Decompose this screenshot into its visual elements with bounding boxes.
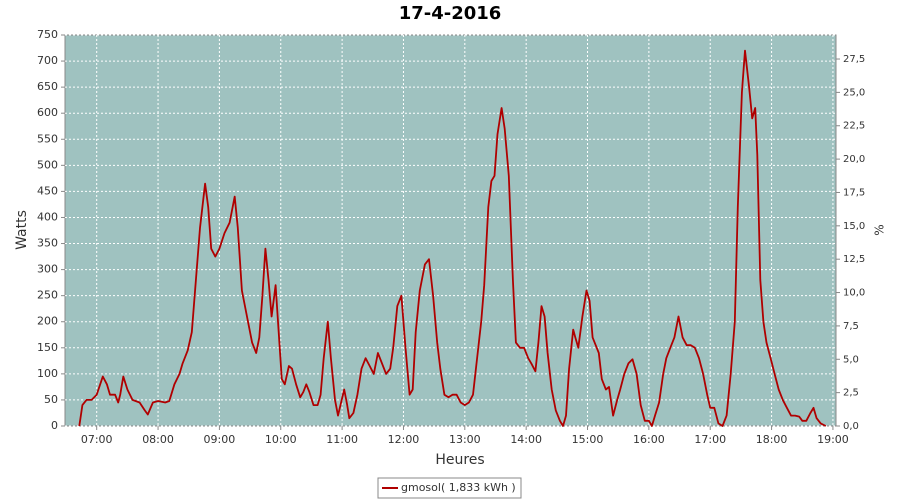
y-tick-label: 500	[37, 158, 58, 171]
legend-label: gmosol( 1,833 kWh )	[401, 481, 516, 494]
y-axis-label: Watts	[14, 210, 30, 250]
x-tick-label: 10:00	[265, 433, 297, 446]
y2-tick-label: 25,0	[843, 87, 865, 98]
x-tick-label: 15:00	[572, 433, 604, 446]
y-tick-label: 350	[37, 237, 58, 250]
x-tick-label: 13:00	[449, 433, 481, 446]
y-tick-label: 400	[37, 210, 58, 223]
y2-tick-label: 22,5	[843, 121, 865, 132]
y2-tick-label: 0,0	[843, 421, 859, 432]
y-tick-label: 700	[37, 54, 58, 67]
y2-tick-label: 15,0	[843, 221, 865, 232]
y2-axis-label: %	[873, 224, 887, 235]
y-tick-label: 550	[37, 132, 58, 145]
y-tick-label: 200	[37, 315, 58, 328]
y-tick-label: 300	[37, 263, 58, 276]
y-tick-label: 750	[37, 28, 58, 41]
y-tick-label: 650	[37, 80, 58, 93]
x-tick-label: 09:00	[204, 433, 236, 446]
y-tick-label: 600	[37, 106, 58, 119]
x-tick-label: 08:00	[142, 433, 174, 446]
plot-area	[64, 34, 837, 427]
x-tick-label: 19:00	[817, 433, 849, 446]
y-tick-label: 450	[37, 184, 58, 197]
x-axis-label: Heures	[435, 452, 484, 468]
y2-tick-label: 17,5	[843, 187, 865, 198]
x-tick-label: 12:00	[388, 433, 420, 446]
x-tick-label: 16:00	[633, 433, 665, 446]
y2-tick-label: 27,5	[843, 54, 865, 65]
y2-tick-label: 5,0	[843, 354, 859, 365]
y2-tick-label: 20,0	[843, 154, 865, 165]
y-tick-label: 100	[37, 367, 58, 380]
x-tick-label: 17:00	[694, 433, 726, 446]
y-tick-label: 0	[51, 419, 58, 432]
data-line	[78, 49, 827, 427]
y2-tick-label: 12,5	[843, 254, 865, 265]
y-tick-label: 250	[37, 289, 58, 302]
x-tick-label: 11:00	[326, 433, 358, 446]
x-tick-label: 07:00	[81, 433, 113, 446]
chart-title: 17-4-2016	[399, 3, 502, 24]
y2-tick-label: 2,5	[843, 388, 859, 399]
y-tick-label: 50	[44, 393, 58, 406]
x-tick-label: 18:00	[756, 433, 788, 446]
y-tick-label: 150	[37, 341, 58, 354]
legend	[377, 477, 522, 499]
y2-tick-label: 7,5	[843, 321, 859, 332]
y2-tick-label: 10,0	[843, 288, 865, 299]
x-tick-label: 14:00	[510, 433, 542, 446]
